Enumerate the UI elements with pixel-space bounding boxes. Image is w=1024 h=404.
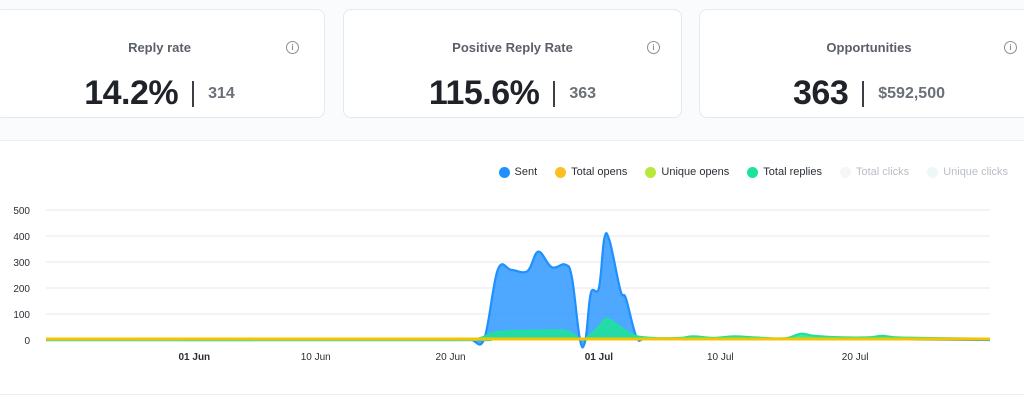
x-tick-label: 20 Jun — [436, 352, 466, 363]
metric-amount: $592,500 — [878, 84, 945, 102]
card-title: Opportunities — [826, 40, 912, 55]
legend-item-total-clicks[interactable]: Total clicks — [840, 166, 909, 178]
legend-dot-icon — [840, 166, 851, 178]
metric-separator — [553, 80, 556, 107]
activity-area-chart: 0 100 200 300 400 500 01 Jun 10 Jun 20 Jun 01 Jul… — [13, 206, 991, 363]
legend-dot-icon — [747, 166, 759, 178]
legend-dot-icon — [645, 166, 657, 178]
legend-label: Sent — [514, 166, 538, 178]
series-area-sent — [46, 233, 990, 348]
chart-legend: Sent Total opens Unique opens Total repl… — [481, 166, 1008, 178]
metric-count: 363 — [569, 84, 597, 102]
info-icon[interactable]: i — [286, 41, 299, 54]
metric-row: 115.6% 363 — [344, 74, 681, 113]
metric-count: 314 — [208, 84, 235, 102]
legend-dot-icon — [927, 166, 939, 178]
divider — [0, 394, 1024, 395]
metric-row: 14.2% 314 — [0, 74, 324, 113]
legend-label: Total opens — [571, 166, 628, 178]
x-tick-label: 10 Jun — [301, 352, 331, 363]
y-tick-label: 500 — [13, 206, 30, 217]
legend-label: Total replies — [763, 166, 822, 178]
y-tick-label: 200 — [13, 284, 30, 295]
opportunities-card: Opportunities i 363 $592,500 — [699, 9, 1024, 118]
metric-value: 363 — [793, 74, 849, 112]
x-tick-label: 20 Jul — [842, 352, 869, 363]
legend-item-total-replies[interactable]: Total replies — [747, 166, 822, 178]
legend-item-unique-clicks[interactable]: Unique clicks — [927, 166, 1008, 178]
legend-item-total-opens[interactable]: Total opens — [555, 166, 627, 178]
x-tick-label: 01 Jun — [178, 352, 210, 363]
y-tick-label: 400 — [13, 232, 30, 243]
positive-reply-rate-card: Positive Reply Rate i 115.6% 363 — [343, 9, 682, 118]
legend-label: Unique clicks — [943, 166, 1008, 178]
legend-dot-icon — [498, 166, 510, 178]
info-icon[interactable]: i — [1004, 41, 1017, 54]
reply-rate-card: Reply rate i 14.2% 314 — [0, 9, 325, 118]
legend-dot-icon — [555, 166, 567, 178]
y-tick-label: 300 — [13, 258, 30, 269]
legend-label: Total clicks — [856, 166, 910, 178]
metric-separator — [862, 80, 865, 107]
legend-item-unique-opens[interactable]: Unique opens — [645, 166, 729, 178]
info-icon[interactable]: i — [647, 41, 660, 54]
y-tick-label: 100 — [13, 310, 30, 321]
card-title: Reply rate — [128, 40, 191, 55]
y-tick-label: 0 — [24, 336, 30, 347]
metric-value: 14.2% — [84, 74, 179, 112]
x-tick-label: 10 Jul — [707, 352, 734, 363]
metric-row: 363 $592,500 — [700, 74, 1024, 113]
legend-item-sent[interactable]: Sent — [498, 166, 538, 178]
card-title: Positive Reply Rate — [452, 40, 573, 55]
x-tick-label: 01 Jul — [585, 352, 614, 363]
legend-label: Unique opens — [661, 166, 730, 178]
metric-separator — [192, 80, 195, 107]
metric-value: 115.6% — [428, 74, 540, 112]
metrics-section: Reply rate i 14.2% 314 Positive Reply Ra… — [0, 0, 1024, 141]
